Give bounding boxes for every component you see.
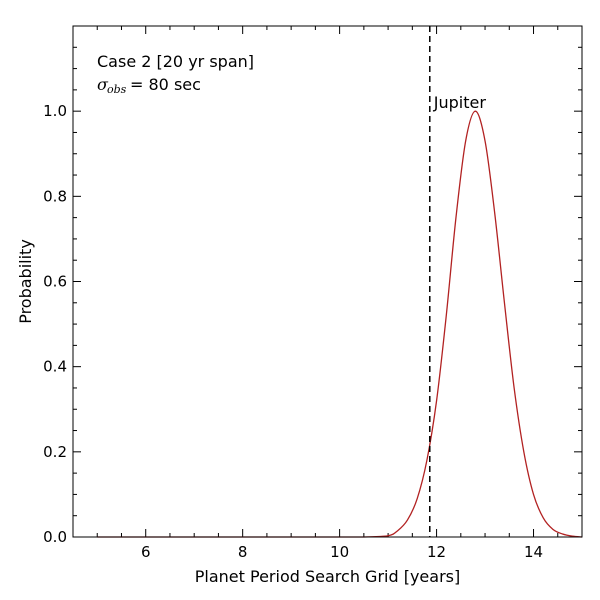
x-tick-label: 6 [141, 543, 151, 561]
x-tick-label: 10 [330, 543, 349, 561]
y-tick-label: 0.2 [43, 443, 67, 461]
x-tick-label: 14 [524, 543, 543, 561]
x-axis-label: Planet Period Search Grid [years] [195, 567, 460, 586]
y-axis-label: Probability [16, 239, 35, 324]
x-tick-label: 8 [238, 543, 248, 561]
sigma-annotation: σ obs = 80 sec [97, 75, 201, 96]
x-tick-label: 12 [427, 543, 446, 561]
sigma-value: = 80 sec [130, 75, 201, 94]
y-tick-label: 0.4 [43, 358, 67, 376]
y-tick-label: 0.6 [43, 273, 67, 291]
y-tick-label: 0.0 [43, 528, 67, 546]
sigma-symbol: σ [97, 75, 109, 94]
y-tick-label: 1.0 [43, 102, 67, 120]
plot-frame [72, 25, 583, 538]
probability-curve [97, 110, 583, 538]
y-tick-label: 0.8 [43, 187, 67, 205]
case-annotation: Case 2 [20 yr span] [97, 52, 254, 71]
jupiter-label: Jupiter [433, 93, 487, 112]
sigma-subscript: obs [107, 83, 127, 96]
